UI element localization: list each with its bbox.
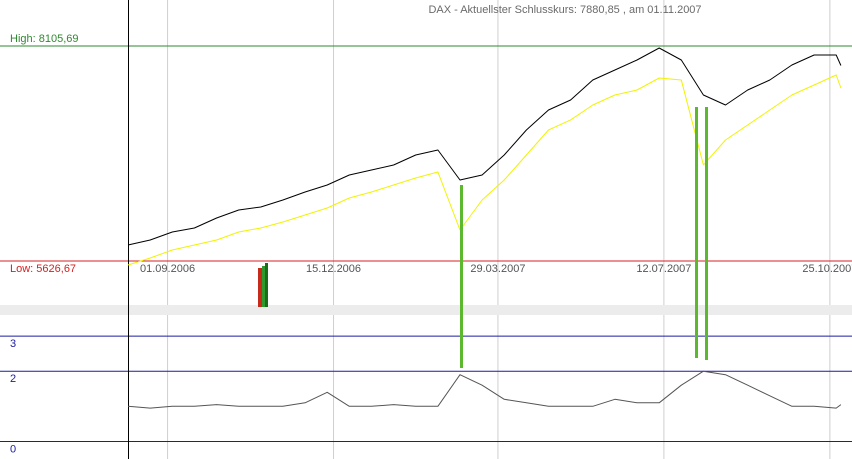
series-line xyxy=(127,74,842,266)
signal-bar xyxy=(258,268,262,307)
series-line xyxy=(127,47,842,246)
x-tick-label: 29.03.2007 xyxy=(470,263,525,275)
series-line xyxy=(127,370,842,409)
x-tick-label: 12.07.2007 xyxy=(636,263,691,275)
signal-bar xyxy=(265,263,268,307)
y-tick-label: 2 xyxy=(10,373,16,385)
y-tick-label: 0 xyxy=(10,443,16,455)
y-tick-label: 3 xyxy=(10,338,16,350)
x-tick-label: 25.10.2007 xyxy=(802,263,852,275)
plot-layer xyxy=(127,47,842,409)
high-label: High: 8105,69 xyxy=(10,33,79,45)
x-tick-label: 15.12.2006 xyxy=(306,263,361,275)
x-tick-label: 01.09.2006 xyxy=(140,263,195,275)
signal-bar xyxy=(262,266,265,307)
chart-title: DAX - Aktuellster Schlusskurs: 7880,85 ,… xyxy=(428,4,701,16)
low-label: Low: 5626,67 xyxy=(10,263,76,275)
panel-separator xyxy=(0,305,852,315)
